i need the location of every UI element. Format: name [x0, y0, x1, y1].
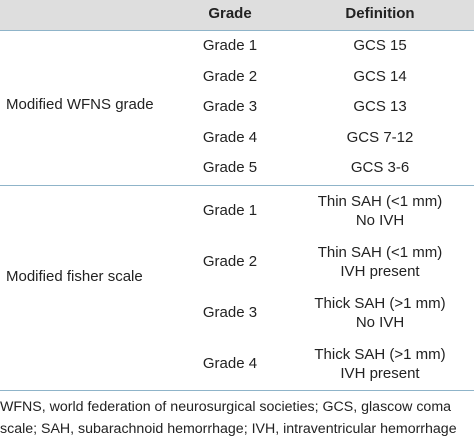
fisher-def-4-line2: IVH present	[340, 365, 420, 382]
category-fisher: Modified fisher scale	[6, 268, 143, 285]
wfns-grade-4: Grade 4	[202, 129, 258, 146]
wfns-def-4: GCS 7-12	[346, 129, 414, 146]
fisher-def-3-line2: No IVH	[355, 314, 405, 331]
fisher-grade-2: Grade 2	[202, 253, 258, 270]
header-definition: Definition	[345, 5, 415, 22]
wfns-def-5: GCS 3-6	[350, 159, 410, 176]
fisher-def-1-line1: Thin SAH (<1 mm)	[317, 193, 443, 210]
fisher-def-1-line2: No IVH	[355, 212, 405, 229]
wfns-def-2: GCS 14	[353, 68, 407, 85]
table-bottom-rule	[0, 390, 474, 391]
header-grade: Grade	[208, 5, 252, 22]
fisher-def-3-line1: Thick SAH (>1 mm)	[314, 295, 446, 312]
wfns-grade-3: Grade 3	[202, 98, 258, 115]
fisher-def-2-line2: IVH present	[340, 263, 420, 280]
table-header-row	[0, 0, 474, 30]
category-wfns: Modified WFNS grade	[6, 96, 154, 113]
section-divider	[0, 185, 474, 186]
fisher-grade-3: Grade 3	[202, 304, 258, 321]
wfns-grade-2: Grade 2	[202, 68, 258, 85]
fisher-def-2-line1: Thin SAH (<1 mm)	[317, 244, 443, 261]
fisher-grade-4: Grade 4	[202, 355, 258, 372]
fisher-def-4: Thick SAH (>1 mm) IVH present	[300, 345, 460, 383]
header-divider	[0, 30, 474, 31]
wfns-def-1: GCS 15	[353, 37, 407, 54]
fisher-grade-1: Grade 1	[202, 202, 258, 219]
fisher-def-2: Thin SAH (<1 mm) IVH present	[300, 243, 460, 281]
wfns-grade-5: Grade 5	[202, 159, 258, 176]
wfns-def-3: GCS 13	[353, 98, 407, 115]
fisher-def-1: Thin SAH (<1 mm) No IVH	[300, 192, 460, 230]
wfns-grade-1: Grade 1	[202, 37, 258, 54]
fisher-def-3: Thick SAH (>1 mm) No IVH	[300, 294, 460, 332]
fisher-def-4-line1: Thick SAH (>1 mm)	[314, 346, 446, 363]
table-footnote: WFNS, world federation of neurosurgical …	[0, 399, 457, 437]
